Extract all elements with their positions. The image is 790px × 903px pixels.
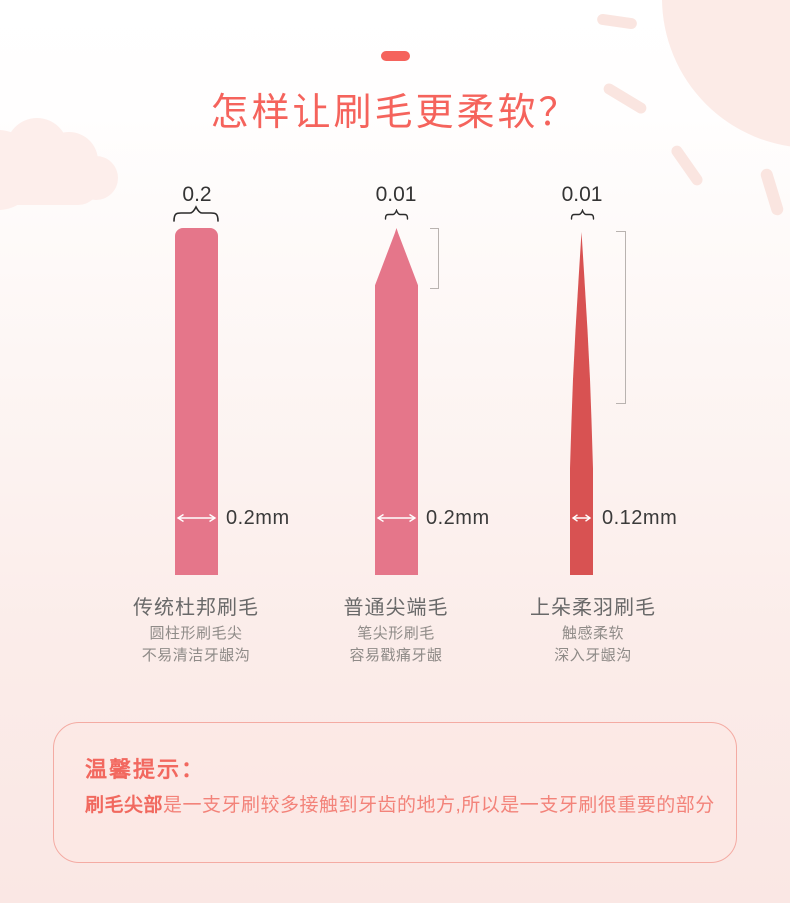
sun-ray-icon xyxy=(596,13,638,30)
bristle2-tip-value: 0.01 xyxy=(375,183,417,206)
bristle3-tip-value: 0.01 xyxy=(561,183,603,206)
bristle2-name: 普通尖端毛 xyxy=(343,597,449,619)
width-arrow-icon xyxy=(571,514,592,522)
width-arrow-icon xyxy=(176,513,217,523)
bristle1-name: 传统杜邦刷毛 xyxy=(133,597,259,619)
taper-bracket xyxy=(616,231,626,404)
bristle3-width-label: 0.12mm xyxy=(602,507,678,529)
taper-bracket xyxy=(430,228,439,289)
warm-tip-heading: 温馨提示： xyxy=(85,757,206,782)
width-arrow-icon xyxy=(376,513,417,523)
bristle1-width-label: 0.2mm xyxy=(226,507,290,529)
warm-tip-body: 刷毛尖部是一支牙刷较多接触到牙齿的地方,所以是一支牙刷很重要的部分 xyxy=(85,795,715,816)
brace-icon xyxy=(570,209,595,220)
brace-icon xyxy=(173,205,219,222)
brace-icon xyxy=(384,209,409,220)
bristle3-description: 触感柔软 深入牙龈沟 xyxy=(554,625,632,664)
title-dash-ornament xyxy=(381,51,410,61)
page-title: 怎样让刷毛更柔软？ xyxy=(210,92,580,134)
bristle2-shape xyxy=(375,228,418,575)
bristle2-width-label: 0.2mm xyxy=(426,507,490,529)
bristle1-tip-value: 0.2 xyxy=(182,183,212,206)
bristle2-description: 笔尖形刷毛 容易戳痛牙龈 xyxy=(349,625,443,664)
bristle1-description: 圆柱形刷毛尖 不易清洁牙龈沟 xyxy=(141,625,251,664)
bristle1-shape xyxy=(175,228,218,575)
warm-tip-box xyxy=(53,722,737,863)
sun-ray-icon xyxy=(669,143,705,188)
warm-tip-highlight: 刷毛尖部 xyxy=(85,795,164,816)
bristle3-name: 上朵柔羽刷毛 xyxy=(530,597,656,619)
sun-ray-icon xyxy=(759,167,785,217)
